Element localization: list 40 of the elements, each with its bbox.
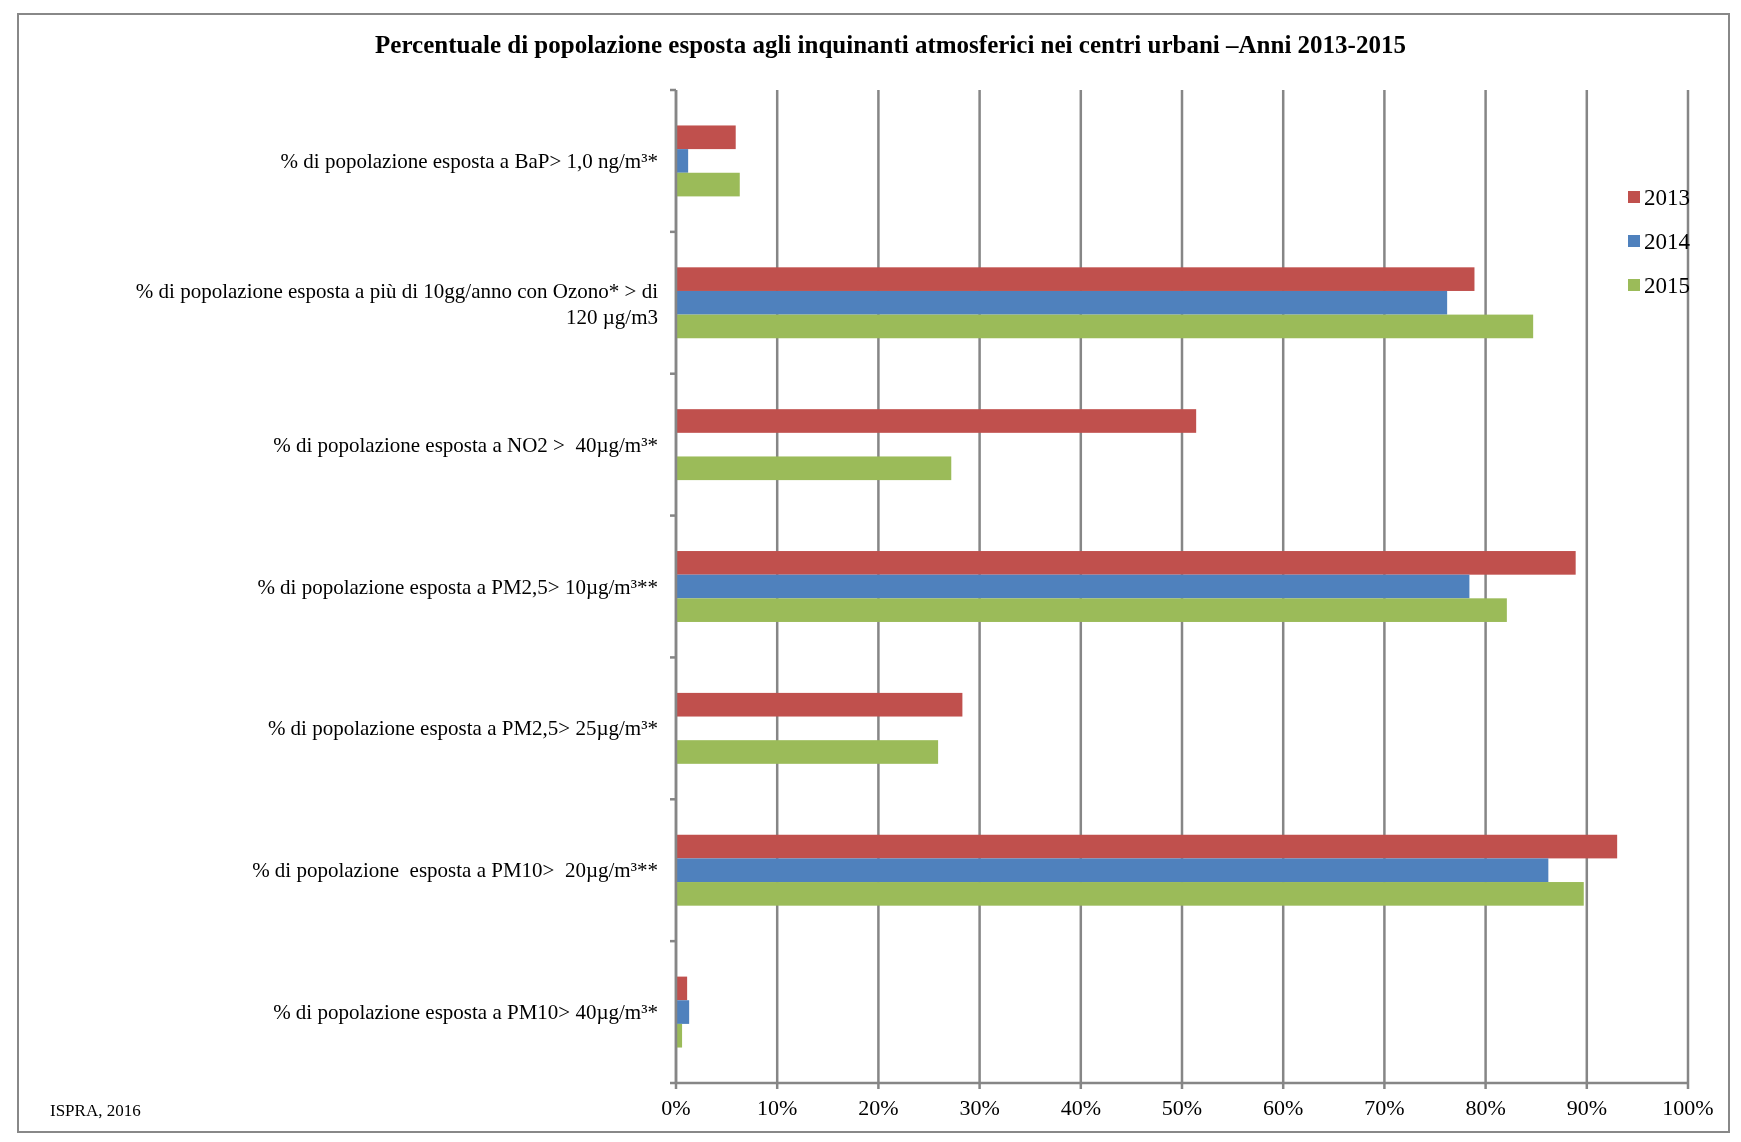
x-tick-label: 30%	[959, 1095, 1000, 1120]
bar	[676, 740, 939, 764]
bar	[676, 314, 1534, 339]
x-tick-label: 40%	[1060, 1095, 1101, 1120]
bar	[676, 149, 689, 173]
bar	[676, 456, 952, 481]
bar	[676, 172, 740, 197]
bar	[676, 290, 1448, 315]
y-tick-label: % di popolazione esposta a BaP> 1,0 ng/m³*	[280, 148, 658, 173]
bar	[676, 409, 1197, 433]
x-tick-label: 0%	[661, 1095, 691, 1120]
x-tick-label: 100%	[1662, 1095, 1714, 1120]
x-tick-label: 90%	[1566, 1095, 1607, 1120]
legend-label: 2014	[1644, 229, 1691, 254]
x-tick-label: 20%	[858, 1095, 899, 1120]
text: ISPRA, 2016	[50, 1101, 141, 1120]
x-tick-label: 50%	[1161, 1095, 1203, 1120]
chart-title: Percentuale di popolazione esposta agli inquinanti atmosferici nei centri urbani –Anni 2013-2015	[375, 31, 1406, 58]
y-tick-label: % di popolazione esposta a PM2,5> 10µg/m³**	[257, 574, 658, 599]
bar	[676, 834, 1618, 859]
bar	[676, 574, 1470, 599]
bar	[676, 692, 963, 717]
y-tick-label: % di popolazione esposta a NO2 > 40µg/m³*	[273, 432, 658, 457]
bar	[676, 882, 1584, 906]
bar	[676, 1000, 690, 1024]
x-tick-label: 60%	[1263, 1095, 1304, 1120]
bar	[676, 858, 1549, 883]
bar	[676, 267, 1475, 291]
bar	[676, 551, 1576, 575]
x-tick-label: 10%	[757, 1095, 798, 1120]
y-tick-label: % di popolazione esposta a PM10> 20µg/m³**	[252, 858, 658, 883]
bar	[676, 598, 1507, 622]
y-tick-label: % di popolazione esposta a più di 10gg/anno con Ozono* > di 120 µg/m3	[135, 278, 659, 329]
legend-label: 2015	[1644, 273, 1690, 298]
x-tick-label: 80%	[1465, 1095, 1506, 1120]
bar	[676, 125, 736, 150]
legend-label: 2013	[1644, 185, 1690, 210]
y-tick-label: % di popolazione esposta a PM2,5> 25µg/m³*	[267, 716, 658, 741]
x-tick-label: 70%	[1364, 1095, 1405, 1120]
y-tick-label: % di popolazione esposta a PM10> 40µg/m³*	[273, 1000, 658, 1025]
